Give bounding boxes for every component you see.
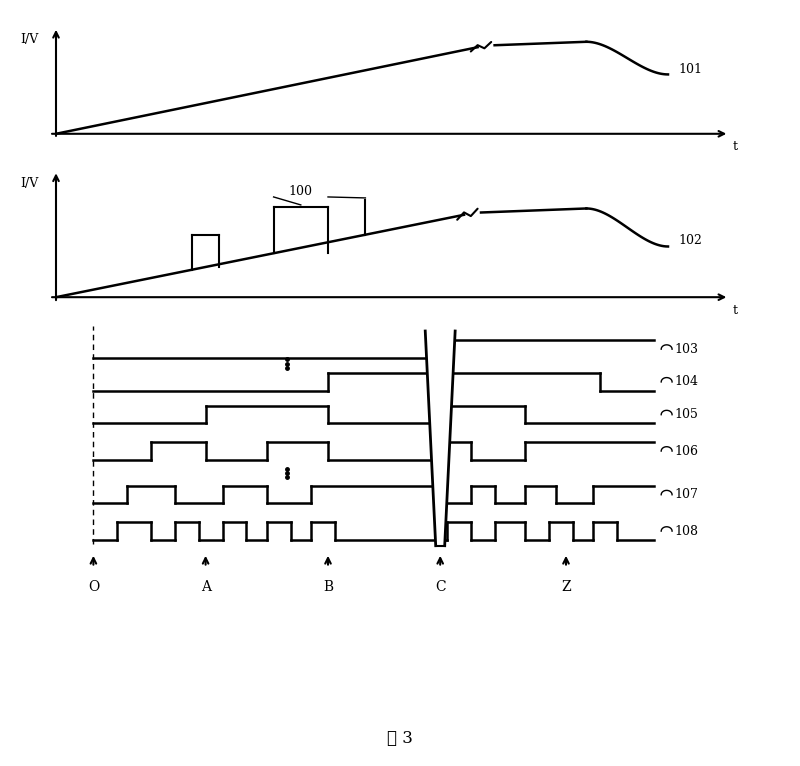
Text: 107: 107	[675, 488, 698, 501]
Text: I/V: I/V	[21, 178, 39, 191]
Text: 106: 106	[675, 444, 699, 457]
Text: O: O	[88, 581, 99, 594]
Text: t: t	[733, 304, 738, 317]
Text: 100: 100	[289, 185, 313, 198]
Text: 图 3: 图 3	[387, 730, 413, 747]
Text: 101: 101	[678, 63, 702, 76]
Text: 104: 104	[675, 375, 699, 388]
Text: 108: 108	[675, 525, 699, 538]
Text: t: t	[733, 139, 738, 152]
Text: B: B	[323, 581, 333, 594]
Text: I/V: I/V	[21, 33, 39, 46]
Text: A: A	[201, 581, 210, 594]
Text: 102: 102	[678, 234, 702, 247]
Polygon shape	[426, 331, 455, 545]
Text: Z: Z	[561, 581, 571, 594]
Text: C: C	[435, 581, 446, 594]
Text: 105: 105	[675, 408, 698, 421]
Text: 103: 103	[675, 342, 699, 355]
